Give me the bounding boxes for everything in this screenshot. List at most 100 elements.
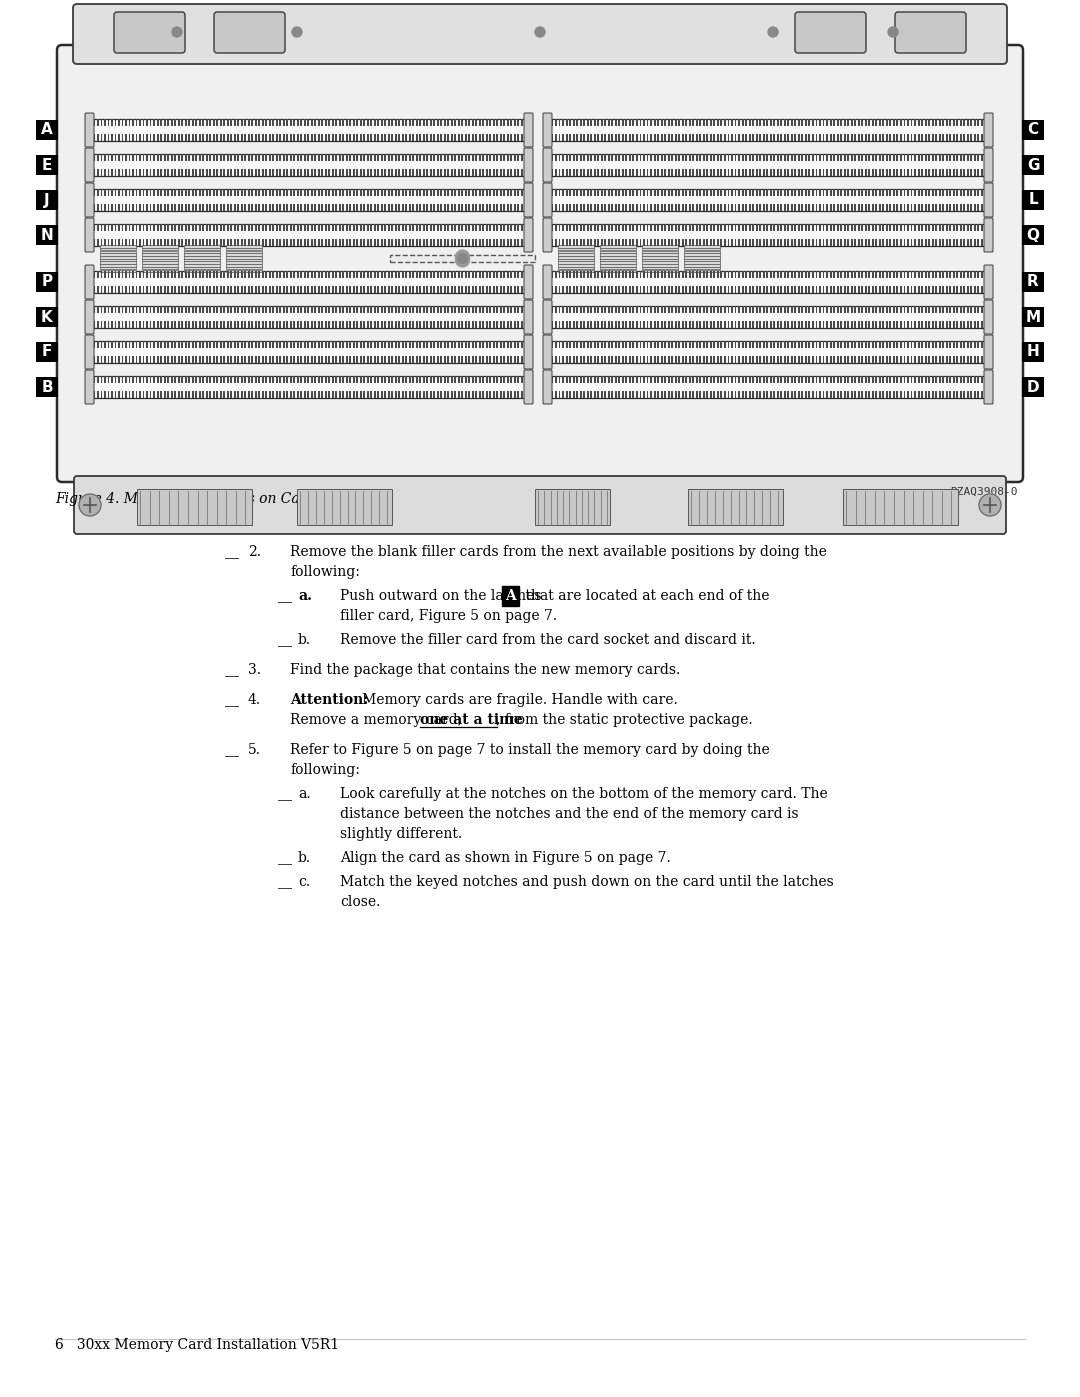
Bar [893, 306, 895, 313]
Bar [114, 341, 117, 348]
Bar [977, 286, 980, 293]
Bar [675, 271, 677, 278]
Bar [977, 306, 980, 313]
Bar [960, 356, 962, 363]
Bar [977, 119, 980, 126]
Bar [647, 134, 648, 141]
Bar [261, 119, 264, 126]
Bar [619, 306, 620, 313]
Bar [216, 306, 218, 313]
Bar [558, 204, 561, 211]
Bar [971, 341, 972, 348]
Bar [388, 286, 390, 293]
Bar [657, 134, 659, 141]
Bar [548, 306, 550, 313]
Bar [904, 239, 905, 246]
Bar [854, 321, 856, 328]
Bar [664, 154, 666, 161]
Bar [272, 134, 274, 141]
Bar [583, 169, 585, 176]
Bar [177, 341, 179, 348]
Bar [932, 356, 933, 363]
Text: one at a time: one at a time [420, 712, 523, 726]
Bar [907, 286, 909, 293]
FancyBboxPatch shape [984, 218, 993, 251]
Bar [773, 391, 775, 398]
Bar [795, 271, 796, 278]
Bar [174, 189, 176, 196]
Bar [611, 306, 613, 313]
Bar [752, 321, 754, 328]
Bar [675, 204, 677, 211]
Bar [977, 321, 980, 328]
Bar [625, 154, 627, 161]
Bar [402, 271, 404, 278]
Bar [653, 376, 656, 383]
Bar [181, 321, 183, 328]
Bar [111, 356, 113, 363]
Bar [100, 189, 103, 196]
Bar [657, 286, 659, 293]
Bar [985, 154, 986, 161]
Bar [185, 119, 187, 126]
Bar [562, 204, 564, 211]
Bar [738, 169, 740, 176]
Bar [167, 376, 168, 383]
Bar [423, 306, 424, 313]
Bar [157, 286, 159, 293]
Bar [819, 189, 821, 196]
Bar [886, 306, 888, 313]
Bar [608, 119, 610, 126]
Bar [437, 169, 438, 176]
Bar [833, 119, 835, 126]
Bar [258, 321, 260, 328]
Bar [143, 341, 145, 348]
Bar [255, 306, 257, 313]
Bar [402, 356, 404, 363]
Bar [118, 239, 120, 246]
Bar [427, 154, 429, 161]
Bar [233, 189, 235, 196]
Bar [865, 169, 867, 176]
Bar [416, 306, 418, 313]
Bar [879, 119, 881, 126]
Bar [562, 306, 564, 313]
Bar [213, 356, 215, 363]
Bar [710, 189, 712, 196]
Bar [914, 341, 916, 348]
Bar [241, 189, 243, 196]
Bar [441, 271, 443, 278]
Bar [195, 306, 197, 313]
Bar [447, 224, 449, 231]
Bar [963, 239, 966, 246]
Bar [157, 321, 159, 328]
Bar [861, 119, 863, 126]
Bar [700, 306, 701, 313]
Bar [252, 119, 253, 126]
Bar [202, 189, 204, 196]
Bar [297, 391, 299, 398]
Bar [784, 321, 786, 328]
Bar [977, 224, 980, 231]
Circle shape [978, 495, 1001, 515]
Bar [868, 204, 870, 211]
Text: Push outward on the latches: Push outward on the latches [340, 590, 545, 604]
Bar [879, 286, 881, 293]
Bar [139, 271, 141, 278]
Bar [703, 306, 705, 313]
Bar [684, 264, 720, 267]
Bar [318, 356, 320, 363]
Bar [893, 224, 895, 231]
Bar [458, 321, 460, 328]
Bar [886, 321, 888, 328]
Bar [710, 169, 712, 176]
Bar [829, 169, 832, 176]
Bar [370, 321, 373, 328]
Bar [664, 376, 666, 383]
Bar [377, 134, 379, 141]
Bar [514, 341, 516, 348]
Bar [143, 356, 145, 363]
Bar [346, 154, 348, 161]
Bar [600, 253, 636, 256]
Bar [483, 119, 484, 126]
